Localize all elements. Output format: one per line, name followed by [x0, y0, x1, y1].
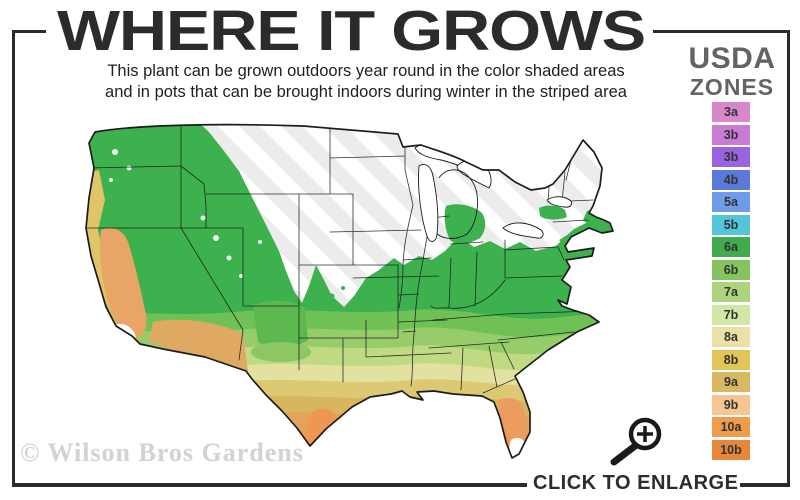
frame-right-border — [787, 30, 790, 487]
zone-chip-label: 6a — [724, 240, 738, 254]
zone-chip-10a-14: 10a — [712, 417, 750, 437]
zone-chip-label: 3b — [723, 150, 739, 164]
zone-chip-label: 7a — [724, 285, 738, 299]
zone-chip-3a-0: 3a — [712, 102, 750, 122]
zone-chip-10b-15: 10b — [712, 439, 750, 460]
zone-chip-5b-5: 5b — [712, 214, 750, 235]
subtitle-line-1: This plant can be grown outdoors year ro… — [107, 62, 625, 80]
zone-legend: 3a 3b 3b 4b 5a 5b 6a 6b 7a 7b 8a 8b 9a 9b 10a 10b — [712, 102, 750, 462]
frame-bottom-left-segment — [12, 483, 527, 487]
magnifier-plus-icon[interactable] — [600, 412, 675, 468]
legend-heading: USDA ZONES — [670, 44, 794, 99]
zone-chip-3b-1: 3b — [712, 124, 750, 145]
zone-chip-8b-11: 8b — [712, 349, 750, 370]
frame-bottom-right-segment — [740, 483, 790, 487]
legend-heading-zones: ZONES — [689, 74, 775, 100]
zone-chip-4b-3: 4b — [712, 169, 750, 190]
zone-chip-label: 9b — [723, 397, 739, 412]
zone-chip-9b-13: 9b — [712, 394, 750, 415]
zone-chip-label: 3a — [724, 105, 738, 119]
frame-top-right-segment — [653, 30, 790, 33]
page-title-graphic: WHERE IT GROWS — [57, 2, 646, 60]
zone-chip-label: 4b — [723, 172, 739, 187]
subtitle-line-2: and in pots that can be brought indoors … — [105, 83, 627, 101]
zone-chip-3b-2: 3b — [712, 147, 750, 167]
zone-chip-label: 8b — [723, 352, 739, 367]
frame-left-border — [12, 30, 15, 487]
zone-chip-7a-8: 7a — [712, 282, 750, 302]
zone-chip-label: 6b — [723, 262, 739, 277]
zone-chip-label: 5b — [723, 217, 739, 232]
zone-chip-label: 10b — [720, 442, 742, 457]
zone-chip-label: 3b — [723, 127, 739, 142]
zone-chip-8a-10: 8a — [712, 327, 750, 347]
subtitle: This plant can be grown outdoors year ro… — [60, 61, 672, 103]
zone-chip-5a-4: 5a — [712, 192, 750, 212]
zone-chip-6b-7: 6b — [712, 259, 750, 280]
zone-chip-label: 8a — [724, 330, 738, 344]
legend-heading-usda: USDA — [688, 42, 776, 75]
click-to-enlarge-button[interactable]: CLICK TO ENLARGE — [533, 472, 739, 494]
us-zone-map[interactable] — [53, 110, 665, 466]
zone-chip-label: 10a — [720, 420, 742, 434]
zone-chip-label: 7b — [723, 307, 739, 322]
page-title: WHERE IT GROWS — [57, 2, 645, 60]
zone-chip-label: 5a — [724, 195, 738, 209]
map-fill-layers — [86, 124, 613, 459]
zone-chip-9a-12: 9a — [712, 372, 750, 392]
zone-chip-7b-9: 7b — [712, 304, 750, 325]
frame-top-left-segment — [12, 30, 46, 33]
watermark: © Wilson Bros Gardens — [20, 438, 304, 467]
zone-chip-6a-6: 6a — [712, 237, 750, 257]
zone-chip-label: 9a — [724, 375, 738, 389]
us-outline — [85, 123, 614, 459]
